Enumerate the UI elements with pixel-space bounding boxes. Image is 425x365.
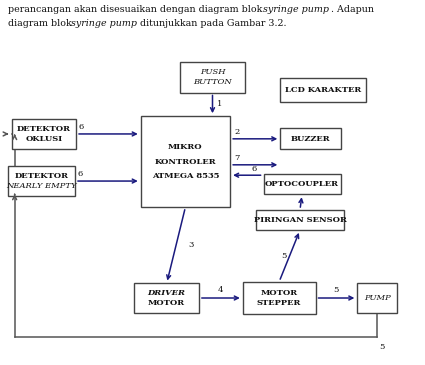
Text: NEARLY EMPTY: NEARLY EMPTY <box>6 182 77 190</box>
Text: ditunjukkan pada Gambar 3.2.: ditunjukkan pada Gambar 3.2. <box>137 19 286 28</box>
Text: 1: 1 <box>217 100 222 108</box>
Text: STEPPER: STEPPER <box>257 299 301 307</box>
Text: PUSH: PUSH <box>200 68 225 76</box>
Text: 3: 3 <box>189 241 194 249</box>
Text: syringe pump: syringe pump <box>263 5 329 15</box>
Text: DRIVER: DRIVER <box>147 289 186 297</box>
Text: 5: 5 <box>334 286 339 294</box>
Text: BUZZER: BUZZER <box>291 135 330 143</box>
Text: 5: 5 <box>379 343 385 351</box>
Text: . Adapun: . Adapun <box>331 5 374 15</box>
Text: 6: 6 <box>78 123 83 131</box>
FancyBboxPatch shape <box>264 174 340 195</box>
FancyBboxPatch shape <box>11 119 76 149</box>
Text: MOTOR: MOTOR <box>148 299 185 307</box>
FancyBboxPatch shape <box>134 283 199 312</box>
FancyBboxPatch shape <box>280 78 366 102</box>
Text: 6: 6 <box>251 165 256 173</box>
Text: KONTROLER: KONTROLER <box>155 158 216 166</box>
Text: 6: 6 <box>77 170 82 178</box>
Text: 4: 4 <box>218 286 224 294</box>
FancyBboxPatch shape <box>8 166 75 196</box>
Text: 7: 7 <box>234 154 240 162</box>
Text: DETEKTOR: DETEKTOR <box>15 172 69 180</box>
FancyBboxPatch shape <box>141 116 230 207</box>
Text: 5: 5 <box>281 252 286 260</box>
Text: DETEKTOR: DETEKTOR <box>17 125 71 133</box>
Text: diagram blok: diagram blok <box>8 19 75 28</box>
Text: MOTOR: MOTOR <box>261 289 297 297</box>
Text: perancangan akan disesuaikan dengan diagram blok: perancangan akan disesuaikan dengan diag… <box>8 5 266 15</box>
FancyBboxPatch shape <box>280 128 340 149</box>
FancyBboxPatch shape <box>256 210 344 230</box>
Text: OKLUSI: OKLUSI <box>25 135 62 143</box>
Text: 2: 2 <box>234 128 240 136</box>
FancyBboxPatch shape <box>243 282 316 314</box>
Text: LCD KARAKTER: LCD KARAKTER <box>285 86 361 94</box>
Text: BUTTON: BUTTON <box>193 78 232 86</box>
Text: PIRINGAN SENSOR: PIRINGAN SENSOR <box>254 216 346 224</box>
Text: MIKRO: MIKRO <box>168 143 203 151</box>
Text: syringe pump: syringe pump <box>71 19 136 28</box>
FancyBboxPatch shape <box>180 62 245 93</box>
FancyBboxPatch shape <box>357 283 397 312</box>
Text: PUMP: PUMP <box>364 294 391 302</box>
Text: OPTOCOUPLER: OPTOCOUPLER <box>265 180 339 188</box>
Text: ATMEGA 8535: ATMEGA 8535 <box>152 172 219 180</box>
